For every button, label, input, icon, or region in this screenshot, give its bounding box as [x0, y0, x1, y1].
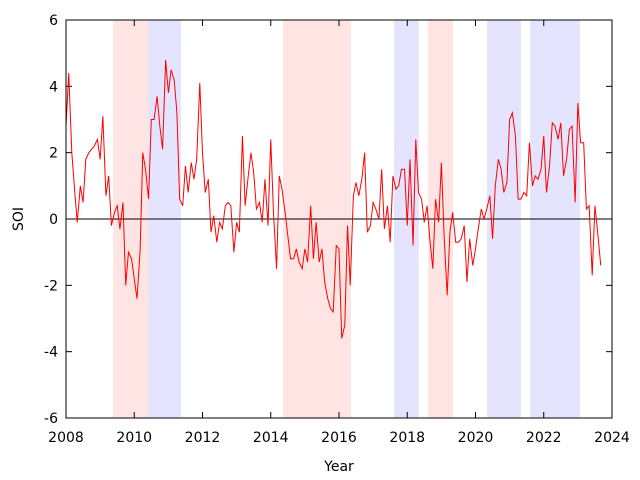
x-tick-label: 2018 [389, 430, 425, 446]
x-tick-label: 2008 [48, 430, 84, 446]
x-axis-label: Year [323, 459, 354, 475]
x-tick-label: 2022 [526, 430, 562, 446]
y-axis-label: SOI [11, 207, 27, 231]
x-tick-label: 2014 [253, 430, 289, 446]
x-tick-label: 2024 [594, 430, 630, 446]
x-tick-label: 2012 [185, 430, 221, 446]
plot-frame [65, 19, 613, 419]
y-tick-label: 0 [49, 212, 58, 228]
y-tick-label: -4 [44, 345, 58, 361]
y-tick-label: 4 [49, 79, 58, 95]
y-tick-label: -6 [44, 411, 58, 427]
x-tick-label: 2016 [321, 430, 357, 446]
x-tick-label: 2020 [458, 430, 494, 446]
data-line [65, 59, 602, 339]
x-tick-label: 2010 [116, 430, 152, 446]
y-tick-label: 6 [49, 13, 58, 29]
y-tick-label: 2 [49, 146, 58, 162]
y-tick-label: -2 [44, 278, 58, 294]
